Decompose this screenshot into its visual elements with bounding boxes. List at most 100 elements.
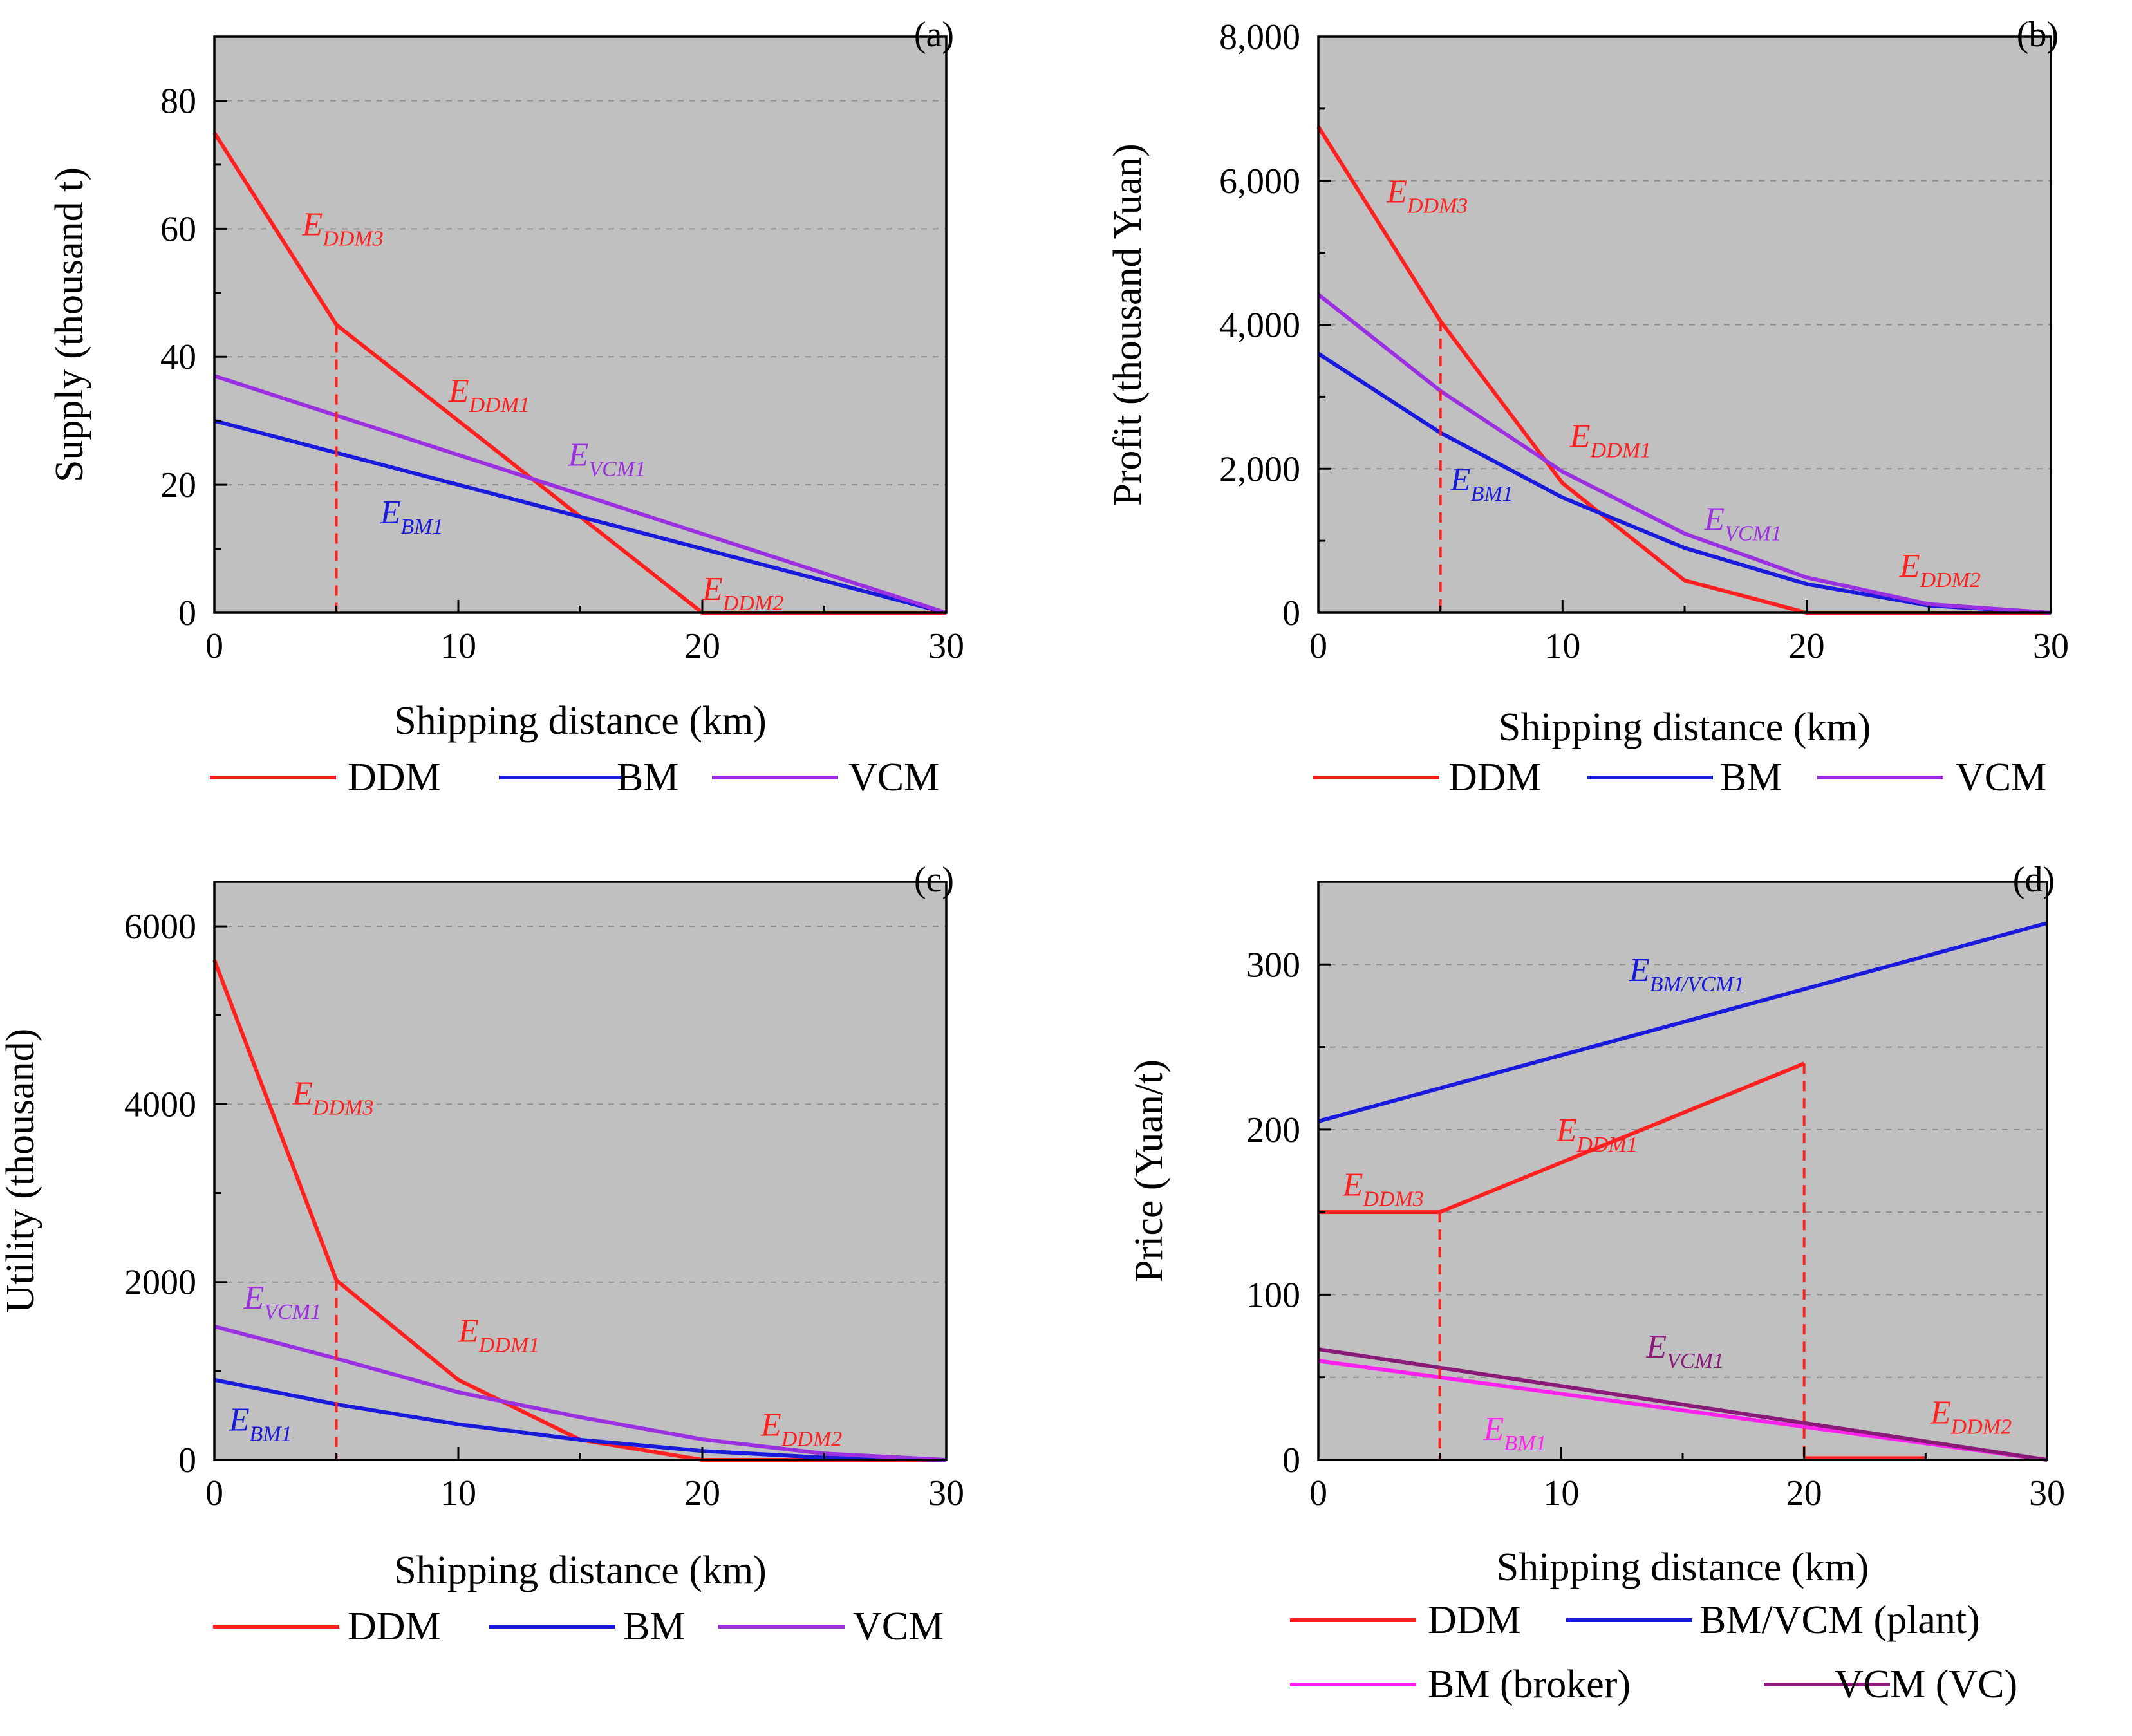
annotation-subscript: BM1 (400, 515, 443, 539)
annotation-subscript: DDM2 (781, 1428, 842, 1451)
y-tick-label: 200 (1246, 1110, 1300, 1150)
legend-label: DDM (1428, 1598, 1521, 1642)
x-tick-label: 0 (205, 626, 223, 666)
legend-label: DDM (348, 756, 441, 799)
curve-annotation: EDDM1 (1569, 418, 1651, 463)
annotation-main: E (1386, 173, 1407, 210)
annotation-main: E (380, 494, 401, 531)
annotation-main: E (1569, 418, 1591, 455)
annotation-subscript: DDM2 (722, 592, 783, 615)
x-tick-label: 0 (205, 1473, 223, 1513)
annotation-subscript: DDM3 (312, 1096, 373, 1119)
y-tick-label: 0 (178, 593, 196, 633)
y-tick-label: 80 (160, 81, 196, 121)
y-tick-label: 100 (1246, 1275, 1300, 1315)
annotation-main: E (1450, 462, 1471, 498)
curve-annotation: EDDM3 (1342, 1166, 1424, 1211)
panel-0: 0 10 20 30 0 20 40 60 80 Shipping distance (km) Su… (48, 15, 964, 799)
x-tick-label: 10 (440, 626, 476, 666)
y-tick-label: 60 (160, 209, 196, 249)
x-axis-label: Shipping distance (km) (394, 699, 767, 743)
x-axis-label: Shipping distance (km) (1499, 705, 1871, 749)
annotation-subscript: VCM1 (588, 457, 646, 481)
x-axis-label: Shipping distance (km) (394, 1549, 767, 1592)
curve-annotation: EDDM2 (1930, 1395, 2012, 1439)
annotation-subscript: VCM1 (1725, 521, 1782, 545)
y-tick-label: 2000 (124, 1263, 196, 1303)
curve-annotation: EBM1 (1483, 1411, 1547, 1455)
annotation-main: E (1629, 952, 1650, 989)
y-tick-label: 20 (160, 465, 196, 505)
curve-annotation: EBM1 (229, 1401, 292, 1446)
annotation-main: E (760, 1407, 781, 1444)
y-tick-label: 40 (160, 337, 196, 377)
y-tick-label: 0 (1282, 593, 1300, 633)
annotation-main: E (243, 1280, 264, 1316)
curve-annotation: EDDM3 (301, 206, 383, 250)
x-tick-label: 0 (1309, 1473, 1327, 1513)
legend-label: BM/VCM (plant) (1699, 1598, 1980, 1642)
x-tick-label: 30 (2029, 1473, 2065, 1513)
x-axis-label: Shipping distance (km) (1497, 1545, 1869, 1589)
curve-annotation: EDDM3 (1386, 173, 1468, 218)
legend-label: VCM (853, 1605, 944, 1648)
x-tick-label: 30 (928, 1473, 964, 1513)
annotation-subscript: DDM3 (1407, 194, 1468, 218)
annotation-main: E (1483, 1411, 1504, 1448)
y-tick-label: 6000 (124, 907, 196, 947)
y-tick-label: 4,000 (1219, 306, 1300, 346)
legend-label: BM (617, 756, 678, 799)
legend-label: DDM (348, 1605, 441, 1648)
annotation-subscript: VCM1 (264, 1300, 321, 1324)
legend-label: DDM (1448, 756, 1542, 799)
plot-area (214, 37, 946, 613)
y-axis-label: Supply (thousand t) (48, 167, 91, 482)
annotation-subscript: VCM1 (1667, 1349, 1724, 1373)
panel-label: (d) (2013, 860, 2055, 900)
curve-annotation: EVCM1 (1645, 1329, 1724, 1373)
x-tick-label: 20 (1789, 626, 1825, 666)
annotation-subscript: DDM1 (469, 393, 530, 417)
curve-annotation: EVCM1 (568, 436, 646, 481)
curve-annotation: EDDM3 (292, 1075, 373, 1119)
series-line-ddm (1318, 1061, 1805, 1215)
annotation-main: E (1899, 548, 1920, 584)
curve-annotation: EDDM2 (760, 1407, 842, 1451)
curve-annotation: EBM1 (1450, 462, 1513, 506)
plot-area (214, 882, 946, 1460)
y-tick-label: 300 (1246, 945, 1300, 985)
curve-annotation: EDDM2 (1899, 548, 1981, 592)
x-tick-label: 10 (440, 1473, 476, 1513)
x-tick-label: 0 (1309, 626, 1327, 666)
annotation-main: E (568, 436, 589, 473)
y-tick-label: 2,000 (1219, 449, 1300, 489)
annotation-subscript: DDM1 (1589, 439, 1650, 463)
annotation-main: E (702, 571, 723, 608)
annotation-subscript: BM1 (1471, 482, 1513, 506)
x-tick-label: 10 (1543, 1473, 1579, 1513)
annotation-main: E (1645, 1329, 1667, 1365)
legend-label: VCM (VC) (1835, 1663, 2017, 1706)
annotation-subscript: BM1 (1504, 1432, 1546, 1455)
x-tick-label: 20 (684, 1473, 720, 1513)
panel-label: (c) (914, 860, 954, 900)
series-line-bm-vcm-plant- (1318, 921, 2048, 1123)
curve-annotation: EVCM1 (1703, 501, 1782, 545)
legend-label: BM (623, 1605, 685, 1648)
panel-label: (b) (2017, 15, 2059, 55)
annotation-subscript: BM1 (250, 1422, 292, 1446)
annotation-subscript: DDM3 (322, 227, 383, 250)
y-axis-label: Price (Yuan/t) (1127, 1059, 1171, 1282)
annotation-subscript: BM/VCM1 (1650, 973, 1744, 996)
x-tick-label: 30 (2033, 626, 2069, 666)
panel-label: (a) (914, 15, 954, 55)
annotation-main: E (229, 1401, 250, 1438)
x-tick-label: 20 (1786, 1473, 1822, 1513)
curve-annotation: EDDM1 (458, 1312, 539, 1357)
annotation-main: E (1703, 501, 1725, 537)
y-tick-label: 0 (1282, 1441, 1300, 1480)
curve-annotation: EBM/VCM1 (1629, 952, 1744, 996)
curve-annotation: EDDM1 (448, 373, 530, 417)
